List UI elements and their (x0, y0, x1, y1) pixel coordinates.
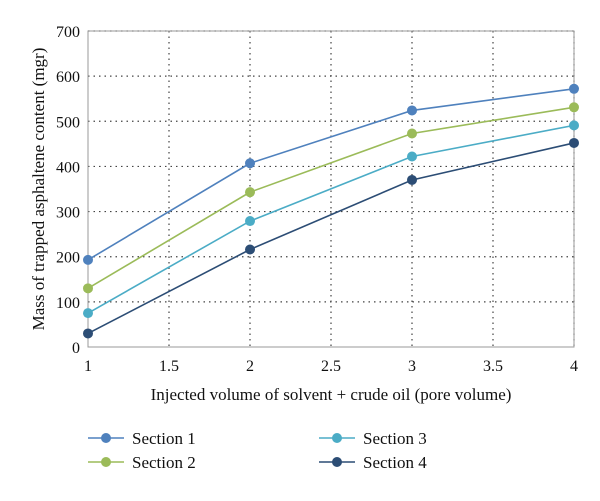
axis-ticks: 1 1.5 2 2.5 3 3.5 4 0 100 200 300 400 500 600 700 (56, 24, 578, 375)
data-point (569, 120, 579, 131)
data-point (407, 128, 417, 139)
legend-marker (332, 433, 342, 443)
data-point (83, 328, 93, 339)
y-tick-label: 300 (56, 205, 80, 222)
series-line (87, 87, 575, 261)
x-tick-label: 3 (408, 358, 416, 375)
legend-marker (101, 457, 111, 467)
data-point (245, 244, 255, 255)
y-tick-label: 700 (56, 24, 80, 41)
series-group (83, 137, 579, 339)
series-group (83, 120, 579, 319)
x-tick-label: 1 (84, 358, 92, 375)
y-tick-label: 400 (56, 159, 80, 176)
data-point (407, 151, 417, 162)
legend-item: Section 2 (88, 453, 196, 472)
y-tick-label: 500 (56, 114, 80, 131)
legend-label: Section 1 (132, 429, 196, 448)
y-tick-label: 200 (56, 250, 80, 267)
data-point (569, 102, 579, 113)
data-point (245, 216, 255, 227)
series-group (83, 102, 579, 294)
legend-item: Section 1 (88, 429, 196, 448)
legend-label: Section 2 (132, 453, 196, 472)
legend-label: Section 3 (363, 429, 427, 448)
y-tick-label: 600 (56, 69, 80, 86)
y-axis-label: Mass of trapped asphaltene content (mgr) (29, 48, 48, 331)
data-point (407, 174, 417, 185)
legend-label: Section 4 (363, 453, 427, 472)
series-lines (83, 83, 579, 339)
series-group (83, 83, 579, 265)
legend-item: Section 4 (319, 453, 427, 472)
x-tick-label: 2 (246, 358, 254, 375)
data-point (407, 105, 417, 116)
data-point (569, 137, 579, 148)
x-tick-label: 3.5 (483, 358, 503, 375)
data-point (83, 254, 93, 265)
data-point (83, 283, 93, 294)
x-tick-label: 4 (570, 358, 578, 375)
series-line (87, 124, 575, 314)
data-point (83, 308, 93, 319)
y-tick-label: 100 (56, 295, 80, 312)
legend-marker (332, 457, 342, 467)
plot-frame (87, 30, 575, 348)
x-tick-label: 1.5 (159, 358, 179, 375)
data-point (245, 158, 255, 169)
legend-item: Section 3 (319, 429, 427, 448)
y-tick-label: 0 (72, 340, 80, 357)
x-axis-label: Injected volume of solvent + crude oil (… (151, 385, 512, 404)
data-point (245, 187, 255, 198)
series-line (87, 106, 575, 290)
data-point (569, 83, 579, 94)
series-line (87, 142, 575, 335)
legend: Section 1 Section 2 Section 3 Section 4 (88, 429, 427, 472)
legend-marker (101, 433, 111, 443)
x-tick-label: 2.5 (321, 358, 341, 375)
